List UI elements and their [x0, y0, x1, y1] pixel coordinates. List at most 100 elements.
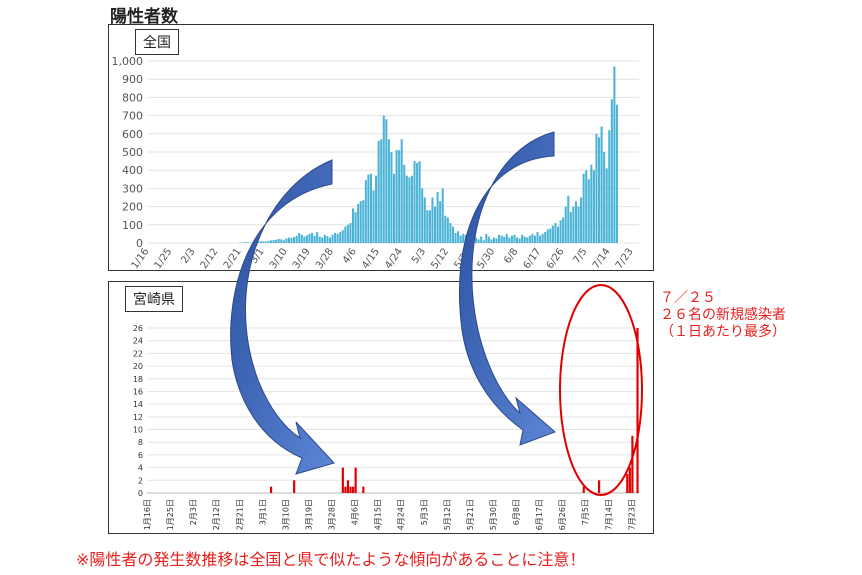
national-bar	[313, 235, 316, 243]
national-bar	[539, 235, 542, 243]
y-tick-label: 26	[133, 324, 143, 333]
national-bar	[516, 237, 519, 243]
prefecture-bar	[628, 467, 631, 493]
national-bar	[533, 235, 536, 243]
national-bar	[267, 240, 270, 243]
national-bar	[403, 164, 406, 243]
national-bar	[352, 208, 355, 243]
x-tick-label: 7/14	[591, 246, 613, 270]
national-bar	[252, 242, 255, 243]
y-tick-label: 6	[138, 451, 143, 460]
y-tick-label: 1,000	[112, 55, 144, 68]
x-tick-label: 5月21日	[466, 499, 475, 530]
prefecture-bar	[354, 467, 357, 493]
national-bar	[428, 210, 431, 243]
footnote: ※陽性者の発生数推移は全国と県で似たような傾向があることに注意！	[76, 550, 586, 569]
national-bar	[275, 239, 278, 243]
prefecture-bar	[631, 435, 634, 493]
national-bar	[400, 139, 403, 243]
national-bar	[264, 241, 267, 243]
x-tick-label: 5/3	[410, 246, 428, 265]
national-bar	[464, 234, 467, 243]
x-tick-label: 2月3日	[189, 499, 198, 525]
annotation-date: ７／２５	[660, 290, 716, 306]
national-bar	[457, 231, 460, 243]
prefecture-bar	[270, 486, 273, 493]
national-bar	[372, 190, 375, 243]
prefecture-bar	[582, 486, 585, 493]
national-bar	[600, 126, 603, 243]
national-bar	[557, 226, 560, 243]
national-bar	[449, 222, 452, 243]
national-bar	[293, 236, 296, 243]
y-tick-label: 600	[122, 128, 143, 141]
national-bar	[574, 201, 577, 243]
national-bar	[585, 170, 588, 243]
national-bar	[344, 226, 347, 243]
national-bar	[615, 104, 618, 244]
national-bar	[308, 233, 311, 243]
national-bar	[257, 241, 260, 243]
national-bar	[569, 212, 572, 243]
national-bar	[480, 236, 483, 243]
national-bar	[239, 242, 242, 243]
x-tick-label: 4月6日	[351, 499, 360, 525]
national-bar	[528, 235, 531, 243]
y-tick-label: 22	[133, 349, 143, 358]
national-bar	[303, 236, 306, 243]
y-tick-label: 16	[133, 387, 143, 396]
national-bar	[431, 197, 434, 243]
annotation-note: （１日あたり最多）	[660, 324, 786, 340]
national-bar	[462, 233, 465, 243]
national-bar	[439, 201, 442, 243]
national-bar	[454, 232, 457, 243]
national-bar	[318, 236, 321, 243]
national-bar	[413, 161, 416, 243]
national-bar	[434, 206, 437, 243]
national-bar	[287, 237, 290, 243]
national-bar	[277, 238, 280, 243]
x-tick-label: 7/23	[614, 246, 636, 270]
national-bar	[426, 210, 429, 243]
national-bar	[375, 175, 378, 243]
national-bar	[613, 66, 616, 244]
prefecture-chart-panel: 宮崎県 0 2 4 6 8 10 12 14 16 18 20 22 24 26 1月16日 1月25日 2月3…	[108, 281, 654, 534]
national-bar	[436, 192, 439, 243]
national-bar	[562, 217, 565, 243]
x-tick-label: 6月17日	[535, 499, 544, 530]
national-bar	[603, 152, 606, 243]
national-bar	[587, 179, 590, 243]
x-tick-label: 6月8日	[512, 499, 521, 525]
national-bar	[244, 242, 247, 243]
national-bar	[382, 115, 385, 243]
prefecture-bar	[341, 467, 344, 493]
annotation-text: ７／２５ ２６名の新規感染者 （１日あたり最多）	[660, 290, 786, 341]
x-tick-label: 6/26	[545, 246, 567, 270]
national-bar	[544, 232, 547, 243]
national-bar	[526, 237, 529, 243]
national-bar	[311, 232, 314, 243]
national-bar	[595, 133, 598, 243]
x-tick-label: 4月15日	[374, 499, 383, 530]
national-bar	[418, 161, 421, 243]
national-bar	[572, 206, 575, 243]
y-tick-label: 300	[122, 182, 143, 195]
national-bar	[508, 237, 511, 243]
national-bar	[505, 233, 508, 243]
x-tick-label: 1月16日	[143, 499, 152, 530]
national-bar	[398, 150, 401, 243]
national-bar	[326, 236, 329, 243]
national-bar	[377, 141, 380, 243]
x-tick-label: 3/1	[249, 246, 267, 265]
national-bar	[513, 234, 516, 243]
national-bar	[359, 201, 362, 243]
national-bar	[321, 237, 324, 243]
national-bar	[336, 233, 339, 243]
national-bar	[305, 235, 308, 243]
national-bar	[385, 119, 388, 243]
x-tick-label: 5月30日	[489, 499, 498, 530]
national-bar	[577, 206, 580, 243]
x-tick-label: 2月12日	[212, 499, 221, 530]
page-title: 陽性者数	[110, 7, 178, 27]
national-bar	[254, 241, 257, 243]
